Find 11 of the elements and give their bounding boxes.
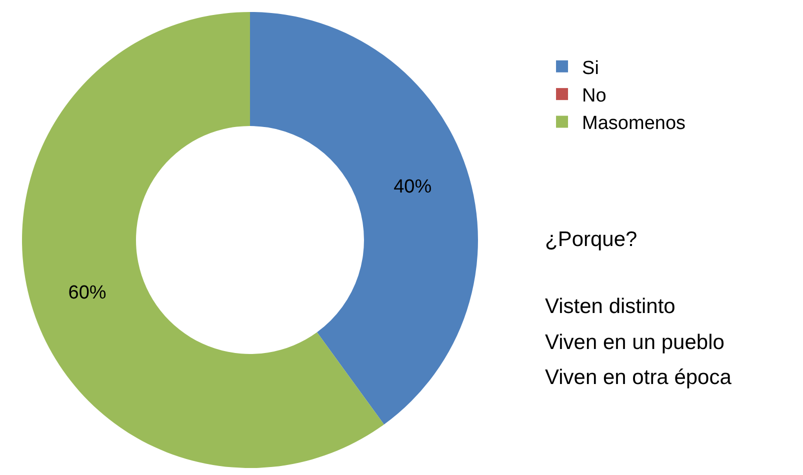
text: Viven en un pueblo: [545, 331, 724, 354]
data-label: 40%: [394, 176, 432, 198]
legend-label: Si: [582, 58, 599, 79]
donut-slice: [22, 12, 384, 468]
legend-label: No: [582, 85, 606, 106]
legend-label: Masomenos: [582, 113, 686, 134]
text: Visten distinto: [545, 295, 676, 318]
donut-slice: [250, 12, 478, 424]
text: Viven en otra época: [545, 366, 732, 389]
text: ¿Porque?: [545, 228, 638, 251]
data-label: 60%: [68, 282, 106, 304]
